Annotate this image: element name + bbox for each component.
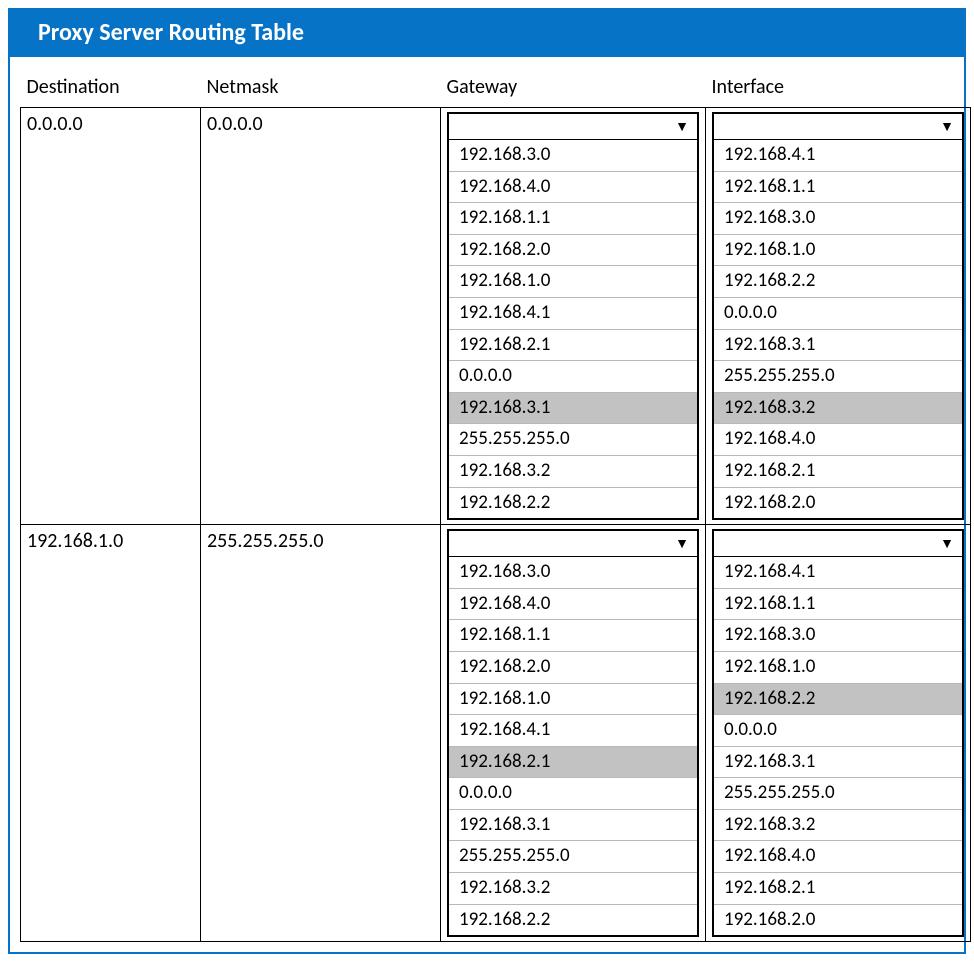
gateway-option[interactable]: 192.168.3.0 bbox=[449, 140, 697, 172]
chevron-down-icon: ▼ bbox=[940, 535, 954, 552]
gateway-options: 192.168.3.0192.168.4.0192.168.1.1192.168… bbox=[449, 140, 697, 518]
interface-option[interactable]: 192.168.3.1 bbox=[714, 747, 962, 779]
gateway-option[interactable]: 192.168.3.1 bbox=[449, 810, 697, 842]
gateway-cell: ▼192.168.3.0192.168.4.0192.168.1.1192.16… bbox=[441, 108, 706, 525]
interface-option[interactable]: 192.168.4.0 bbox=[714, 841, 962, 873]
interface-option[interactable]: 192.168.3.2 bbox=[714, 393, 962, 425]
chevron-down-icon: ▼ bbox=[675, 535, 689, 552]
chevron-down-icon: ▼ bbox=[940, 118, 954, 135]
gateway-value[interactable]: ▼ bbox=[449, 114, 697, 140]
gateway-cell: ▼192.168.3.0192.168.4.0192.168.1.1192.16… bbox=[441, 525, 706, 942]
gateway-option[interactable]: 192.168.1.1 bbox=[449, 620, 697, 652]
panel-body: Destination Netmask Gateway Interface 0.… bbox=[10, 57, 964, 952]
gateway-option[interactable]: 0.0.0.0 bbox=[449, 361, 697, 393]
col-header-destination: Destination bbox=[21, 71, 201, 108]
col-header-gateway: Gateway bbox=[441, 71, 706, 108]
chevron-down-icon: ▼ bbox=[675, 118, 689, 135]
destination-cell: 0.0.0.0 bbox=[21, 108, 201, 525]
interface-option[interactable]: 192.168.2.2 bbox=[714, 266, 962, 298]
gateway-dropdown[interactable]: ▼192.168.3.0192.168.4.0192.168.1.1192.16… bbox=[447, 112, 699, 520]
gateway-option[interactable]: 192.168.3.0 bbox=[449, 557, 697, 589]
table-row: 192.168.1.0255.255.255.0▼192.168.3.0192.… bbox=[21, 525, 971, 942]
interface-option[interactable]: 192.168.4.1 bbox=[714, 140, 962, 172]
netmask-cell: 255.255.255.0 bbox=[201, 525, 441, 942]
gateway-option[interactable]: 192.168.1.0 bbox=[449, 266, 697, 298]
interface-option[interactable]: 192.168.2.1 bbox=[714, 873, 962, 905]
gateway-option[interactable]: 192.168.4.1 bbox=[449, 298, 697, 330]
gateway-option[interactable]: 192.168.2.1 bbox=[449, 747, 697, 779]
interface-dropdown[interactable]: ▼192.168.4.1192.168.1.1192.168.3.0192.16… bbox=[712, 529, 964, 937]
interface-option[interactable]: 255.255.255.0 bbox=[714, 778, 962, 810]
gateway-value[interactable]: ▼ bbox=[449, 531, 697, 557]
interface-option[interactable]: 192.168.3.0 bbox=[714, 620, 962, 652]
interface-cell: ▼192.168.4.1192.168.1.1192.168.3.0192.16… bbox=[706, 525, 971, 942]
interface-options: 192.168.4.1192.168.1.1192.168.3.0192.168… bbox=[714, 557, 962, 935]
gateway-option[interactable]: 192.168.1.1 bbox=[449, 203, 697, 235]
col-header-interface: Interface bbox=[706, 71, 971, 108]
gateway-option[interactable]: 192.168.3.2 bbox=[449, 456, 697, 488]
gateway-options: 192.168.3.0192.168.4.0192.168.1.1192.168… bbox=[449, 557, 697, 935]
interface-option[interactable]: 192.168.2.2 bbox=[714, 684, 962, 716]
gateway-option[interactable]: 192.168.3.1 bbox=[449, 393, 697, 425]
interface-options: 192.168.4.1192.168.1.1192.168.3.0192.168… bbox=[714, 140, 962, 518]
netmask-cell: 0.0.0.0 bbox=[201, 108, 441, 525]
interface-option[interactable]: 192.168.1.0 bbox=[714, 235, 962, 267]
gateway-option[interactable]: 192.168.4.0 bbox=[449, 589, 697, 621]
interface-value[interactable]: ▼ bbox=[714, 531, 962, 557]
gateway-option[interactable]: 192.168.2.2 bbox=[449, 488, 697, 519]
gateway-option[interactable]: 192.168.2.1 bbox=[449, 330, 697, 362]
col-header-netmask: Netmask bbox=[201, 71, 441, 108]
gateway-option[interactable]: 192.168.2.0 bbox=[449, 235, 697, 267]
gateway-option[interactable]: 192.168.4.1 bbox=[449, 715, 697, 747]
interface-option[interactable]: 0.0.0.0 bbox=[714, 715, 962, 747]
interface-value[interactable]: ▼ bbox=[714, 114, 962, 140]
table-header-row: Destination Netmask Gateway Interface bbox=[21, 71, 971, 108]
gateway-option[interactable]: 192.168.4.0 bbox=[449, 172, 697, 204]
gateway-option[interactable]: 192.168.3.2 bbox=[449, 873, 697, 905]
interface-option[interactable]: 255.255.255.0 bbox=[714, 361, 962, 393]
interface-option[interactable]: 192.168.3.0 bbox=[714, 203, 962, 235]
interface-option[interactable]: 192.168.4.1 bbox=[714, 557, 962, 589]
destination-cell: 192.168.1.0 bbox=[21, 525, 201, 942]
panel-title: Proxy Server Routing Table bbox=[10, 10, 964, 57]
interface-option[interactable]: 192.168.3.1 bbox=[714, 330, 962, 362]
gateway-option[interactable]: 192.168.1.0 bbox=[449, 684, 697, 716]
gateway-option[interactable]: 0.0.0.0 bbox=[449, 778, 697, 810]
interface-cell: ▼192.168.4.1192.168.1.1192.168.3.0192.16… bbox=[706, 108, 971, 525]
interface-option[interactable]: 192.168.1.1 bbox=[714, 589, 962, 621]
interface-option[interactable]: 192.168.3.2 bbox=[714, 810, 962, 842]
table-row: 0.0.0.00.0.0.0▼192.168.3.0192.168.4.0192… bbox=[21, 108, 971, 525]
interface-option[interactable]: 192.168.2.1 bbox=[714, 456, 962, 488]
interface-option[interactable]: 192.168.1.1 bbox=[714, 172, 962, 204]
interface-option[interactable]: 192.168.4.0 bbox=[714, 424, 962, 456]
interface-dropdown[interactable]: ▼192.168.4.1192.168.1.1192.168.3.0192.16… bbox=[712, 112, 964, 520]
gateway-option[interactable]: 192.168.2.0 bbox=[449, 652, 697, 684]
gateway-option[interactable]: 255.255.255.0 bbox=[449, 841, 697, 873]
interface-option[interactable]: 192.168.1.0 bbox=[714, 652, 962, 684]
routing-table-panel: Proxy Server Routing Table Destination N… bbox=[8, 8, 966, 954]
interface-option[interactable]: 192.168.2.0 bbox=[714, 488, 962, 519]
routing-table: Destination Netmask Gateway Interface 0.… bbox=[20, 71, 971, 942]
interface-option[interactable]: 0.0.0.0 bbox=[714, 298, 962, 330]
gateway-option[interactable]: 255.255.255.0 bbox=[449, 424, 697, 456]
gateway-dropdown[interactable]: ▼192.168.3.0192.168.4.0192.168.1.1192.16… bbox=[447, 529, 699, 937]
